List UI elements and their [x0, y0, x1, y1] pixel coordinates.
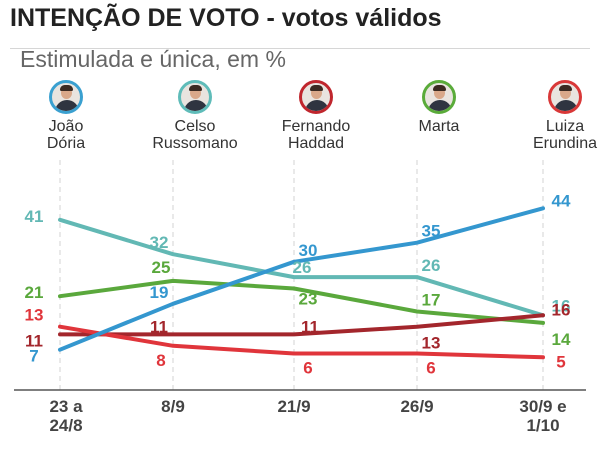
data-label-joao-doria: 19 — [150, 283, 169, 302]
x-tick-label: 8/9 — [161, 397, 185, 416]
data-label-fernando-haddad: 11 — [150, 317, 168, 336]
candidate-name: Marta — [418, 118, 460, 135]
series-line-fernando-haddad — [58, 313, 545, 337]
data-label-marta: 23 — [299, 290, 318, 309]
x-tick-label: 24/8 — [49, 416, 82, 435]
avatar-joao-doria-icon — [49, 80, 83, 114]
candidate-name: Fernando Haddad — [281, 118, 351, 152]
candidate-joao-doria: João Dória — [11, 80, 121, 152]
data-label-luiza-erundina: 8 — [156, 351, 165, 370]
data-label-celso-russomano: 26 — [422, 256, 441, 275]
data-label-celso-russomano: 26 — [293, 258, 312, 277]
series-line-luiza-erundina — [58, 324, 545, 360]
x-tick-label: 1/10 — [526, 416, 559, 435]
candidate-name: Celso Russomano — [152, 118, 238, 152]
data-label-celso-russomano: 32 — [150, 233, 169, 252]
data-label-marta: 14 — [552, 330, 571, 349]
series-line-joao-doria — [58, 206, 545, 352]
series-line-marta — [58, 278, 545, 325]
data-label-marta: 25 — [152, 258, 171, 277]
data-label-luiza-erundina: 5 — [556, 352, 565, 371]
candidate-marta: Marta — [384, 80, 494, 135]
x-tick-label: 21/9 — [277, 397, 310, 416]
data-label-joao-doria: 30 — [299, 241, 318, 260]
candidate-name: João Dória — [46, 118, 86, 152]
data-label-fernando-haddad: 13 — [422, 334, 441, 353]
candidate-fernando-haddad: Fernando Haddad — [261, 80, 371, 152]
avatar-celso-russomano-icon — [178, 80, 212, 114]
data-label-luiza-erundina: 13 — [25, 306, 44, 325]
data-label-fernando-haddad: 11 — [25, 331, 43, 350]
data-label-marta: 21 — [25, 283, 44, 302]
x-tick-label: 30/9 e — [519, 397, 566, 416]
chart-subtitle: Estimulada e única, em % — [20, 46, 286, 72]
data-label-joao-doria: 7 — [29, 347, 38, 366]
data-label-luiza-erundina: 6 — [303, 358, 312, 377]
data-label-joao-doria: 35 — [422, 222, 441, 241]
data-label-celso-russomano: 16 — [552, 296, 571, 315]
title-divider — [10, 48, 590, 49]
candidate-luiza-erundina: Luiza Erundina — [510, 80, 600, 152]
data-label-fernando-haddad: 16 — [552, 300, 571, 319]
x-tick-label: 26/9 — [400, 397, 433, 416]
candidate-name: Luiza Erundina — [532, 118, 598, 152]
avatar-luiza-erundina-icon — [548, 80, 582, 114]
data-label-luiza-erundina: 6 — [426, 358, 435, 377]
avatar-marta-icon — [422, 80, 456, 114]
avatar-fernando-haddad-icon — [299, 80, 333, 114]
chart-title: INTENÇÃO DE VOTO - votos válidos — [10, 4, 442, 32]
data-label-celso-russomano: 41 — [25, 207, 44, 226]
data-label-fernando-haddad: 11 — [301, 317, 319, 336]
data-label-joao-doria: 44 — [552, 191, 571, 210]
data-label-marta: 17 — [422, 290, 441, 309]
candidate-celso-russomano: Celso Russomano — [140, 80, 250, 152]
series-line-celso-russomano — [58, 217, 545, 318]
x-tick-label: 23 a — [49, 397, 83, 416]
